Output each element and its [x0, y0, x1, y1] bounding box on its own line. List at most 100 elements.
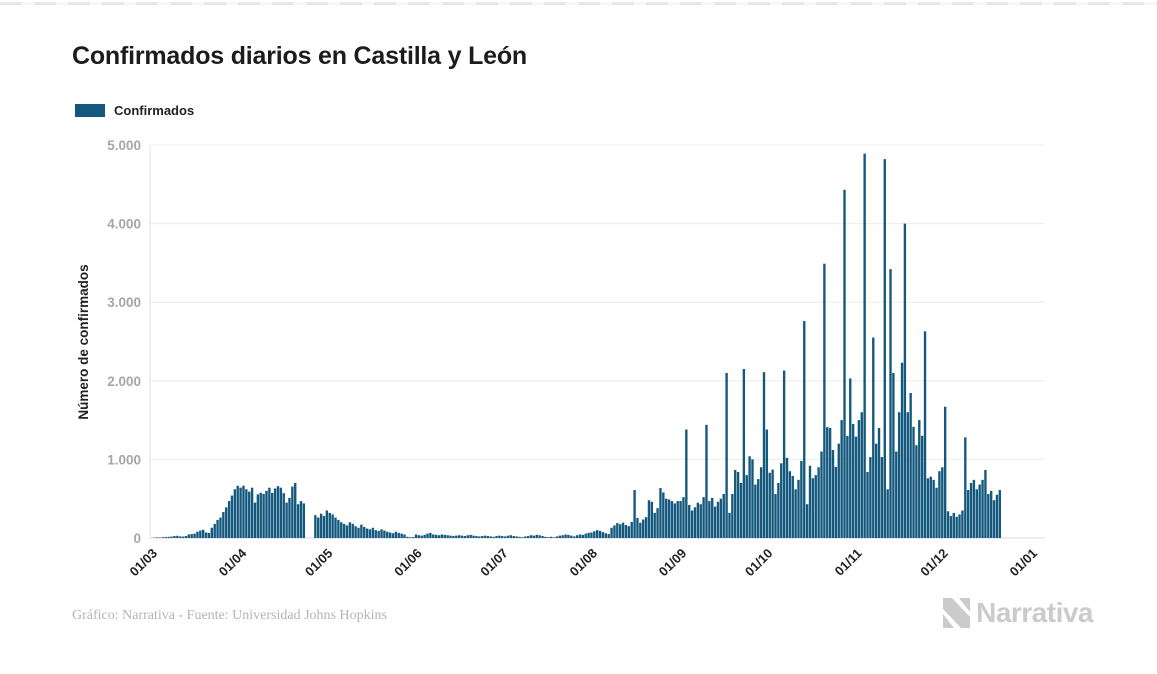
bar [843, 189, 846, 539]
bar [943, 406, 947, 538]
bar [524, 536, 527, 538]
bar [506, 535, 510, 538]
bar [383, 530, 386, 538]
bar [265, 490, 268, 538]
bar [984, 470, 987, 538]
bar [969, 482, 973, 538]
bar [509, 535, 513, 538]
bar [621, 522, 625, 538]
bar [874, 443, 878, 538]
bar [849, 378, 852, 538]
bar [837, 443, 840, 538]
bar [276, 486, 280, 538]
bar [273, 488, 277, 538]
bar [593, 531, 596, 538]
bar [357, 527, 360, 538]
y-tick-label: 5.000 [107, 138, 141, 153]
bar [719, 498, 723, 538]
legend-item-confirmados[interactable]: Confirmados [75, 103, 194, 118]
bar [187, 534, 191, 538]
bar [239, 487, 242, 538]
bar [449, 535, 452, 538]
bar [895, 451, 898, 538]
bar [918, 420, 921, 538]
bar [233, 489, 237, 538]
bar [532, 535, 536, 538]
x-tick-label: 01/09 [656, 546, 690, 580]
bar [854, 436, 858, 538]
bar [667, 499, 671, 538]
bar [987, 493, 990, 538]
bar [851, 424, 855, 538]
y-tick-label: 3.000 [107, 295, 141, 310]
bar [642, 519, 645, 538]
bar [368, 529, 372, 538]
x-tick-label: 01/03 [127, 546, 161, 580]
bar [380, 529, 383, 538]
bar [892, 372, 895, 538]
bar [964, 437, 967, 538]
bar [426, 533, 429, 538]
bar [938, 471, 941, 538]
bar [607, 534, 610, 538]
bar [708, 501, 711, 538]
bar [998, 490, 1001, 538]
bar [728, 512, 731, 538]
bar [156, 537, 159, 538]
bar [722, 493, 725, 538]
bar [633, 490, 636, 538]
bar [486, 536, 490, 539]
bar [555, 536, 559, 538]
bar [688, 504, 691, 538]
narrativa-logo-text: Narrativa [976, 597, 1093, 628]
bar [581, 534, 584, 538]
bar [771, 469, 774, 538]
bar [886, 489, 889, 538]
bar [596, 530, 599, 538]
x-tick-label: 01/06 [391, 546, 425, 580]
bar [650, 501, 654, 538]
bar [601, 532, 605, 539]
bar [167, 536, 170, 538]
bar [253, 502, 257, 538]
bar [869, 457, 872, 538]
bar [199, 530, 202, 538]
bar [932, 479, 935, 538]
bar [207, 532, 211, 538]
legend-swatch [75, 104, 105, 117]
bar [535, 534, 538, 538]
bar [972, 479, 976, 538]
bar [834, 466, 838, 538]
bar [765, 429, 769, 538]
bar [627, 526, 631, 538]
bar [388, 532, 392, 538]
bar [616, 523, 619, 538]
bar [184, 536, 188, 539]
bar [222, 512, 225, 538]
bar [294, 482, 297, 538]
bar [961, 510, 964, 538]
bar [403, 534, 406, 538]
bar [299, 501, 303, 538]
bar [866, 471, 869, 538]
bar [400, 533, 403, 538]
bar [713, 506, 717, 538]
x-tick-label: 01/12 [917, 546, 951, 580]
bar [751, 459, 754, 538]
bar [745, 475, 748, 538]
bar [354, 526, 357, 538]
bar [501, 536, 504, 539]
bar [949, 515, 953, 538]
x-tick-label: 01/05 [302, 546, 336, 580]
bar [880, 457, 884, 538]
bar [472, 535, 475, 538]
bar [679, 501, 682, 538]
top-border [0, 2, 1157, 5]
chart-title: Confirmados diarios en Castilla y León [72, 42, 527, 70]
bar [236, 485, 239, 538]
bar [227, 501, 231, 538]
bar [423, 534, 426, 538]
bar [547, 537, 550, 538]
bar [256, 494, 260, 538]
narrativa-logo-icon [943, 598, 971, 628]
